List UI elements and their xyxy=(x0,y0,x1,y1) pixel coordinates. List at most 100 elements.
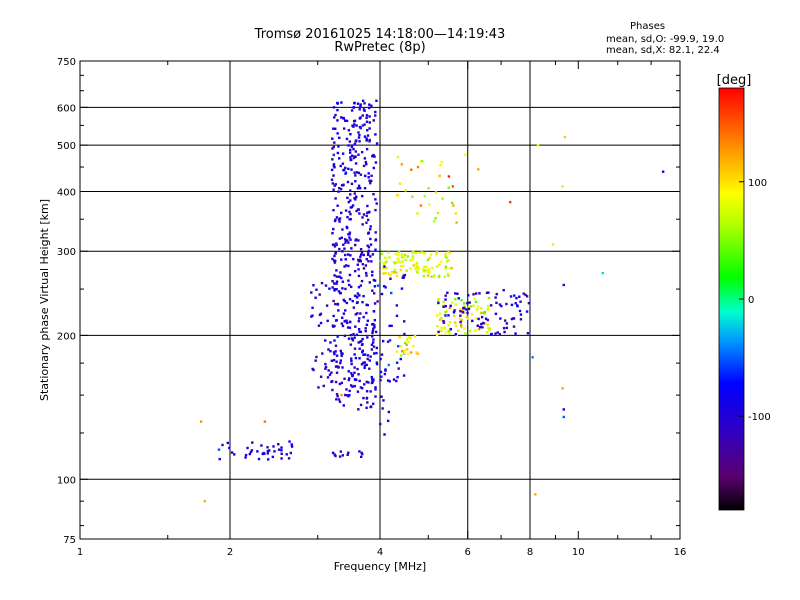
data-point xyxy=(398,335,401,339)
data-point xyxy=(332,299,335,303)
data-point xyxy=(369,255,372,258)
data-point xyxy=(526,332,530,335)
data-point xyxy=(368,367,371,370)
data-point xyxy=(335,280,339,283)
data-point xyxy=(395,350,399,353)
data-point xyxy=(350,182,354,186)
data-point xyxy=(352,306,356,309)
data-point xyxy=(334,319,338,322)
data-point xyxy=(358,212,361,215)
data-point xyxy=(399,345,403,348)
data-point xyxy=(480,322,483,326)
data-point xyxy=(359,386,363,389)
data-point xyxy=(454,297,457,301)
data-point xyxy=(364,327,367,330)
data-point xyxy=(331,158,334,161)
data-point xyxy=(483,322,487,325)
data-point xyxy=(427,271,431,274)
colorbar: [deg] 100 0 -100 xyxy=(717,73,771,511)
data-point xyxy=(364,160,368,164)
data-point xyxy=(459,309,462,313)
data-point xyxy=(409,267,412,270)
data-point xyxy=(367,211,370,214)
data-point xyxy=(372,338,375,341)
data-point xyxy=(367,381,370,384)
data-point xyxy=(515,296,518,300)
data-point xyxy=(244,456,247,459)
data-point xyxy=(495,292,498,296)
data-point xyxy=(334,350,337,353)
data-point xyxy=(333,282,336,285)
data-point xyxy=(407,336,410,339)
data-point xyxy=(363,157,367,160)
data-point xyxy=(372,119,375,122)
data-point xyxy=(337,275,341,278)
data-point xyxy=(437,297,440,301)
data-point xyxy=(447,175,451,178)
data-point xyxy=(487,326,490,330)
data-point xyxy=(402,264,405,268)
data-point xyxy=(331,137,334,140)
data-point xyxy=(489,304,493,307)
data-point xyxy=(409,351,413,354)
data-point xyxy=(366,354,370,357)
data-point xyxy=(311,367,314,371)
data-point xyxy=(334,197,337,200)
data-point xyxy=(403,349,407,352)
data-point xyxy=(371,331,374,335)
data-point xyxy=(348,231,352,234)
data-point xyxy=(363,109,366,112)
data-point xyxy=(350,247,353,250)
data-point xyxy=(376,300,379,303)
data-point xyxy=(403,351,406,354)
data-point xyxy=(451,185,455,188)
data-point xyxy=(435,333,439,337)
data-point xyxy=(348,236,351,239)
data-point xyxy=(366,253,370,257)
data-point xyxy=(361,114,364,117)
data-point xyxy=(226,441,230,445)
data-point xyxy=(444,252,447,256)
data-point xyxy=(331,451,335,455)
data-point xyxy=(502,326,506,330)
data-point xyxy=(350,154,354,157)
data-point xyxy=(380,292,384,296)
data-point xyxy=(326,319,329,323)
data-point xyxy=(414,267,417,270)
data-point xyxy=(466,311,469,315)
data-point xyxy=(423,269,427,272)
data-point xyxy=(367,172,370,175)
data-point xyxy=(348,326,352,329)
data-point xyxy=(433,274,436,277)
data-point xyxy=(346,196,349,200)
data-point xyxy=(422,265,426,269)
data-point xyxy=(406,352,410,356)
data-point xyxy=(496,331,499,334)
data-point xyxy=(346,180,350,184)
y-tick-label: 100 xyxy=(57,475,76,486)
data-point xyxy=(334,251,338,254)
data-point xyxy=(397,367,400,370)
data-point xyxy=(456,292,459,295)
data-point xyxy=(390,271,394,275)
data-point xyxy=(345,119,349,123)
data-point xyxy=(562,415,565,419)
y-tick-label: 600 xyxy=(57,103,76,114)
data-point xyxy=(452,204,455,207)
data-point xyxy=(397,250,401,253)
data-point xyxy=(372,327,375,330)
data-point xyxy=(347,264,350,268)
data-point xyxy=(362,361,365,365)
data-point xyxy=(464,153,467,156)
data-point xyxy=(439,318,442,321)
data-point xyxy=(347,370,350,373)
data-point xyxy=(389,277,392,280)
data-point xyxy=(373,324,376,327)
data-point xyxy=(334,218,337,221)
data-point xyxy=(444,254,447,258)
data-point xyxy=(438,312,442,315)
data-point xyxy=(401,260,404,263)
data-point xyxy=(367,232,370,235)
data-point xyxy=(344,287,347,291)
data-point xyxy=(331,147,334,150)
